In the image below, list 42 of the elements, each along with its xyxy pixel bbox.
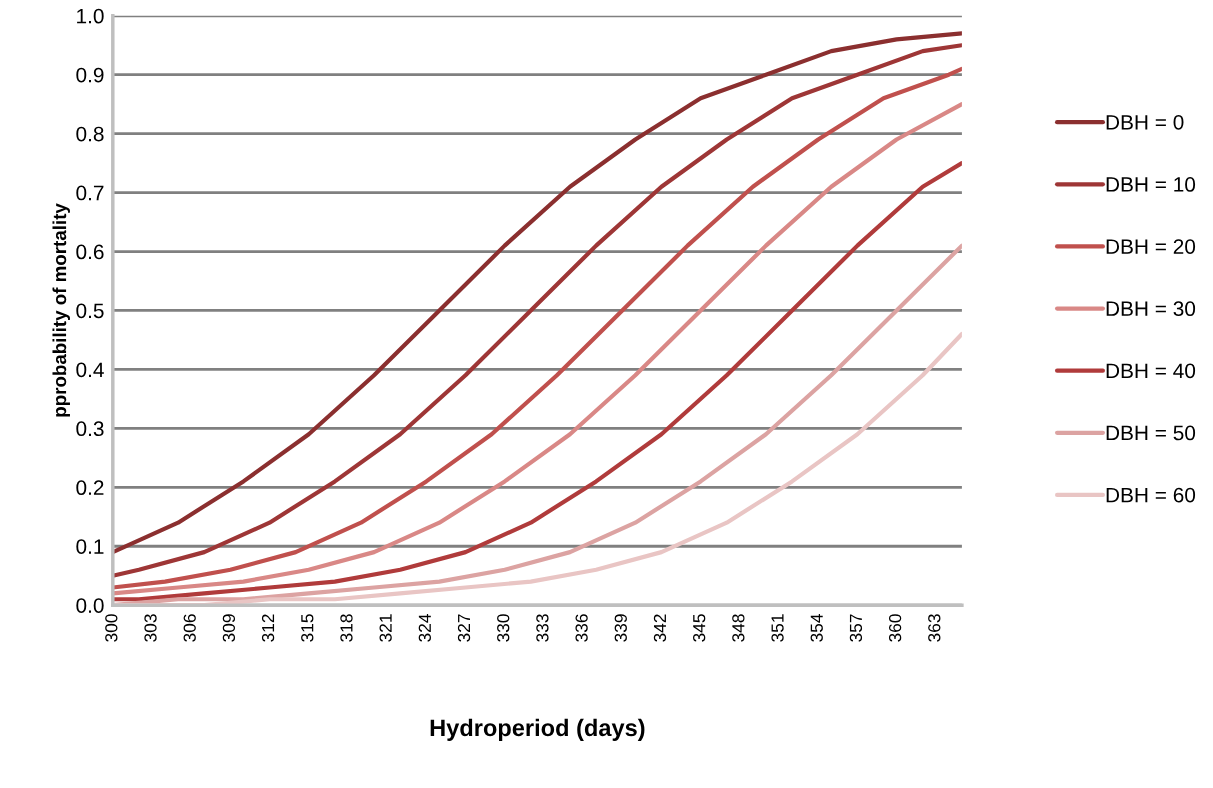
y-tick-label: 0.0 bbox=[76, 598, 104, 613]
x-tick-label: 345 bbox=[693, 614, 706, 642]
legend-label: DBH = 50 bbox=[1106, 425, 1196, 441]
x-tick-label: 351 bbox=[771, 614, 784, 642]
y-tick-label: 1.0 bbox=[77, 8, 104, 24]
y-tick-label: 0.1 bbox=[76, 539, 104, 554]
legend-label: DBH = 10 bbox=[1106, 177, 1196, 192]
y-tick-label: 0.3 bbox=[76, 421, 104, 437]
y-axis-title: pprobability of mortality bbox=[52, 203, 70, 417]
x-axis-title: Hydroperiod (days) bbox=[430, 718, 645, 741]
x-tick-label: 330 bbox=[497, 614, 510, 642]
x-tick-label: 303 bbox=[144, 614, 157, 642]
x-tick-label: 336 bbox=[575, 614, 588, 642]
y-tick-label: 0.6 bbox=[76, 244, 104, 260]
legend-label: DBH = 20 bbox=[1106, 239, 1196, 254]
legend-label: DBH = 30 bbox=[1106, 301, 1196, 317]
y-tick-label: 0.9 bbox=[76, 67, 104, 83]
x-tick-label: 324 bbox=[418, 614, 431, 642]
x-tick-label: 354 bbox=[810, 614, 823, 642]
x-tick-label: 333 bbox=[536, 614, 549, 642]
x-tick-label: 357 bbox=[849, 614, 863, 642]
legend-label: DBH = 40 bbox=[1106, 363, 1196, 379]
y-tick-label: 0.8 bbox=[76, 126, 104, 142]
legend-label: DBH = 0 bbox=[1106, 114, 1184, 130]
x-tick-label: 300 bbox=[105, 614, 118, 642]
x-tick-label: 306 bbox=[183, 614, 196, 642]
y-tick-label: 0.2 bbox=[76, 480, 104, 496]
x-tick-label: 312 bbox=[261, 614, 275, 642]
x-tick-label: 315 bbox=[301, 614, 314, 642]
x-tick-label: 327 bbox=[457, 614, 471, 642]
y-tick-label: 0.4 bbox=[76, 362, 104, 378]
legend-label: DBH = 60 bbox=[1106, 487, 1196, 503]
y-tick-label: 0.7 bbox=[76, 185, 104, 201]
x-tick-label: 318 bbox=[340, 614, 353, 642]
x-tick-label: 321 bbox=[379, 614, 392, 642]
x-tick-label: 360 bbox=[888, 614, 902, 642]
x-tick-label: 348 bbox=[732, 614, 745, 642]
x-tick-label: 342 bbox=[653, 614, 667, 642]
x-tick-label: 339 bbox=[614, 614, 627, 642]
x-tick-label: 309 bbox=[222, 614, 236, 642]
x-tick-label: 363 bbox=[928, 614, 941, 642]
y-tick-label: 0.5 bbox=[76, 303, 104, 319]
